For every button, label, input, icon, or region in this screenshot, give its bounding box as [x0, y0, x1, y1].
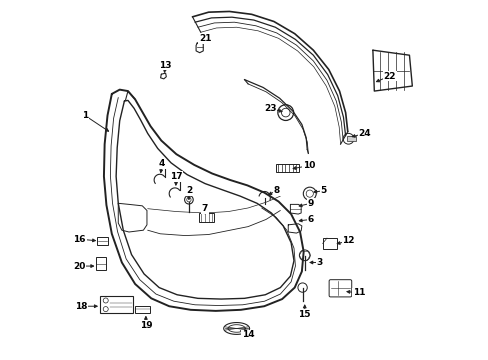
Text: 3: 3	[316, 258, 322, 267]
Text: 6: 6	[307, 215, 313, 224]
Circle shape	[186, 198, 191, 202]
Circle shape	[305, 190, 313, 197]
Bar	[322, 238, 336, 249]
Bar	[100, 296, 133, 314]
Bar	[97, 237, 107, 244]
Circle shape	[277, 105, 293, 121]
Text: 12: 12	[342, 237, 354, 246]
Text: 13: 13	[159, 61, 171, 70]
Text: 24: 24	[358, 129, 370, 138]
Text: 22: 22	[383, 72, 395, 81]
Text: 20: 20	[73, 262, 85, 271]
Circle shape	[103, 307, 108, 312]
Text: 14: 14	[241, 330, 254, 339]
Bar	[346, 136, 355, 141]
Bar	[199, 213, 214, 222]
Text: 18: 18	[75, 302, 87, 311]
Text: 7: 7	[202, 204, 208, 213]
Text: 15: 15	[298, 310, 310, 319]
Text: 5: 5	[320, 186, 326, 195]
FancyBboxPatch shape	[328, 280, 351, 297]
Circle shape	[297, 283, 306, 292]
Circle shape	[343, 134, 353, 144]
Text: 23: 23	[264, 104, 276, 113]
Text: 16: 16	[73, 235, 85, 244]
Text: 10: 10	[302, 161, 315, 170]
Circle shape	[281, 108, 289, 117]
Text: 9: 9	[307, 199, 313, 208]
Text: 11: 11	[352, 288, 365, 297]
Text: 21: 21	[199, 34, 211, 43]
Text: 2: 2	[185, 186, 192, 195]
Bar	[276, 164, 299, 172]
Circle shape	[299, 250, 309, 261]
Bar	[135, 306, 150, 314]
Text: 1: 1	[81, 111, 88, 120]
Circle shape	[103, 298, 108, 303]
Text: 4: 4	[159, 159, 165, 168]
Text: 17: 17	[170, 172, 183, 181]
Bar	[96, 257, 106, 270]
Circle shape	[303, 187, 316, 200]
Circle shape	[184, 195, 193, 204]
Text: 19: 19	[139, 321, 152, 330]
Text: 8: 8	[273, 186, 279, 195]
